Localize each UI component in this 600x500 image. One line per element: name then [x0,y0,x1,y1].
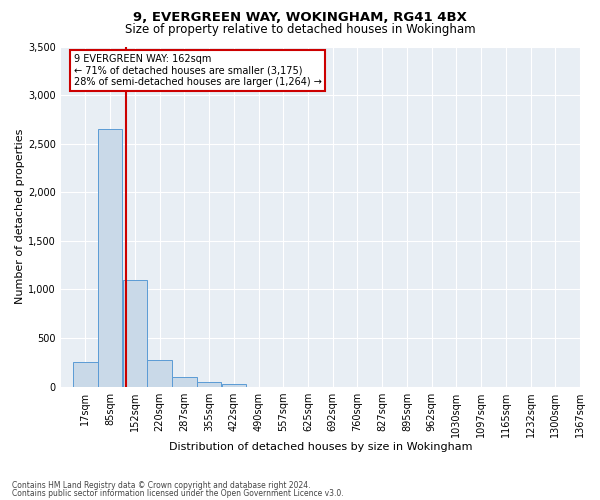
Y-axis label: Number of detached properties: Number of detached properties [15,129,25,304]
Text: Contains public sector information licensed under the Open Government Licence v3: Contains public sector information licen… [12,488,344,498]
Bar [221,384,246,386]
Bar [197,382,221,386]
Bar [98,129,122,386]
Text: 9 EVERGREEN WAY: 162sqm
← 71% of detached houses are smaller (3,175)
28% of semi: 9 EVERGREEN WAY: 162sqm ← 71% of detache… [74,54,322,88]
X-axis label: Distribution of detached houses by size in Wokingham: Distribution of detached houses by size … [169,442,472,452]
Text: Contains HM Land Registry data © Crown copyright and database right 2024.: Contains HM Land Registry data © Crown c… [12,481,311,490]
Bar [73,362,98,386]
Bar [148,360,172,386]
Text: 9, EVERGREEN WAY, WOKINGHAM, RG41 4BX: 9, EVERGREEN WAY, WOKINGHAM, RG41 4BX [133,11,467,24]
Text: Size of property relative to detached houses in Wokingham: Size of property relative to detached ho… [125,22,475,36]
Bar [122,280,147,386]
Bar [172,377,197,386]
